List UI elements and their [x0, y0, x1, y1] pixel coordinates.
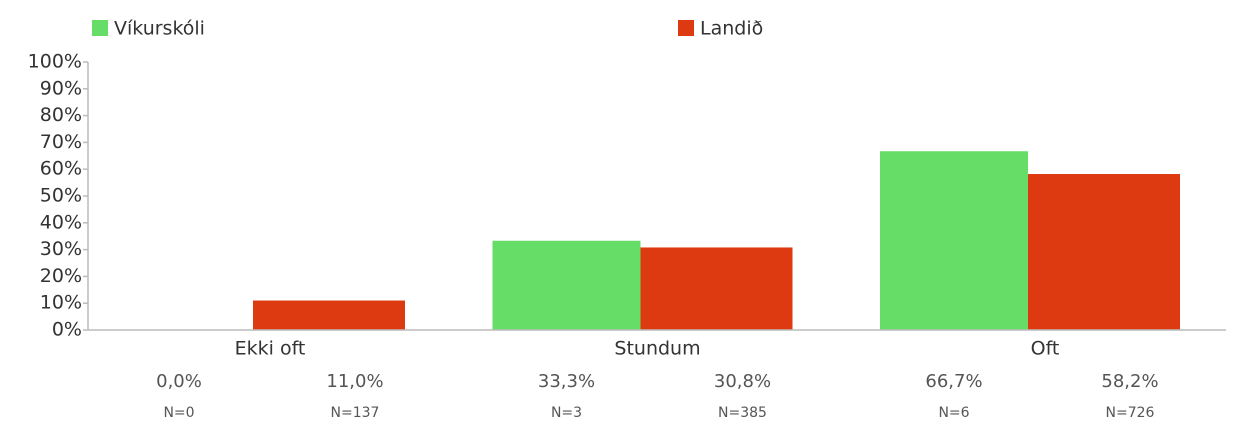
x-tick-label: Ekki oft	[235, 338, 306, 360]
legend-label: Landið	[700, 18, 763, 40]
y-tick-label: 60%	[40, 158, 82, 180]
value-label: 66,7%	[925, 371, 982, 392]
n-label: N=0	[163, 405, 194, 421]
legend-swatch	[678, 20, 694, 36]
bar	[1028, 174, 1180, 330]
n-label: N=385	[718, 405, 767, 421]
n-label: N=137	[331, 405, 380, 421]
value-label: 11,0%	[326, 371, 383, 392]
y-tick-label: 70%	[40, 131, 82, 153]
bar	[640, 247, 793, 330]
y-tick-label: 90%	[40, 77, 82, 99]
bar	[492, 240, 641, 330]
value-label: 0,0%	[156, 371, 202, 392]
y-tick-label: 40%	[40, 211, 82, 233]
legend-swatch	[92, 20, 108, 36]
y-tick-label: 20%	[40, 265, 82, 287]
y-tick-label: 100%	[28, 51, 82, 73]
bar	[253, 300, 405, 330]
y-tick-label: 50%	[40, 185, 82, 207]
y-tick-label: 0%	[52, 319, 82, 341]
value-label: 58,2%	[1101, 371, 1158, 392]
legend-label: Víkurskóli	[114, 18, 205, 40]
bar	[880, 151, 1028, 330]
y-tick-label: 30%	[40, 238, 82, 260]
value-label: 30,8%	[714, 371, 771, 392]
value-label: 33,3%	[538, 371, 595, 392]
n-label: N=726	[1106, 405, 1155, 421]
n-label: N=6	[938, 405, 969, 421]
n-label: N=3	[551, 405, 582, 421]
y-tick-label: 10%	[40, 292, 82, 314]
x-tick-label: Stundum	[614, 338, 700, 360]
x-tick-label: Oft	[1031, 338, 1060, 360]
y-tick-label: 80%	[40, 104, 82, 126]
